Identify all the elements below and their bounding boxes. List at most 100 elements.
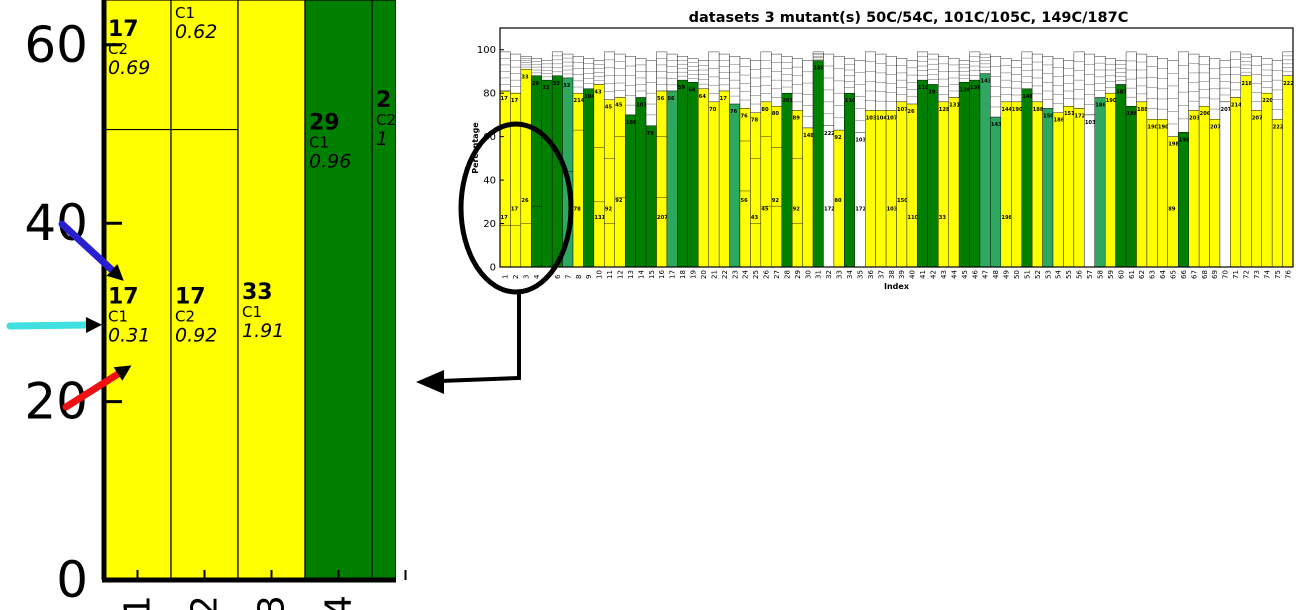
x-tick-label: 42 [930,270,938,279]
x-tick-label: 56 [1076,270,1084,279]
x-tick-label: 11 [606,270,614,279]
x-tick-label: 55 [1065,270,1073,279]
x-tick-label: 2 [185,595,226,610]
x-tick-label: 53 [1044,270,1052,279]
segment-score: 1.91 [242,320,284,342]
bar-label: 92 [605,207,613,213]
bar-label: 45 [615,103,623,109]
x-tick-label: 76 [1284,270,1292,279]
bar-label: 218 [1241,81,1252,87]
bar-20 [698,88,709,268]
bar-72 [1240,75,1252,268]
x-tick-label: 27 [773,270,781,279]
bar-label: 190 [1147,124,1158,130]
bar-label: 26 [521,198,529,204]
x-tick-label: 32 [825,270,833,279]
x-tick-label: 18 [679,270,687,279]
x-tick-label: 44 [950,270,958,279]
bar-label: 32 [553,81,561,87]
segment-score: 0.62 [175,21,217,43]
segment-type: C1 [309,134,329,152]
bar-28 [781,92,793,268]
bar-54 [1052,112,1064,268]
y-tick-label: 0 [490,263,496,274]
bar-label: 214 [1231,103,1242,109]
bar-label: 186 [1095,103,1106,109]
bar-73 [1251,110,1262,268]
x-tick-label: 45 [961,270,969,279]
x-tick-label: 37 [877,270,885,279]
bar-label: 148 [803,133,814,139]
bar-label: 110 [907,215,918,221]
connector-arrowhead [416,370,444,394]
bar-label: 187 [1116,89,1127,95]
x-tick-label: 74 [1263,270,1271,279]
x-tick-label: 13 [627,270,635,279]
x-tick-label: 17 [669,270,677,279]
segment-score: 0.92 [175,324,217,346]
bar-label: 107 [636,103,647,109]
segment-code: 2 [376,88,391,113]
y-tick-label: 40 [483,176,496,187]
bar-label: 104 [876,116,887,122]
bar-label: 190 [1106,98,1117,104]
bar-label: 33 [939,215,947,221]
bar-label: 17 [501,96,509,102]
bar-32 [823,125,835,268]
bar-label: 92 [772,198,780,204]
x-tick-label: 63 [1149,270,1157,279]
x-tick-label: 36 [867,270,875,279]
bar-17 [666,90,678,268]
x-tick-label: 34 [846,270,854,279]
bar-label: 136 [970,85,981,91]
bar-49 [1000,101,1012,268]
bar-label: 78 [751,118,759,124]
bar-label: 80 [834,198,842,204]
x-tick-label: 23 [731,270,739,279]
bar-6 [551,75,563,268]
bar-label: 190 [1012,107,1023,113]
x-tick-label: 24 [742,270,750,279]
bar-label: 103 [1085,120,1096,126]
bar-56 [1073,108,1085,268]
x-tick-label: 66 [1180,270,1188,279]
bar-34 [844,92,855,268]
x-tick-label: 64 [1159,270,1167,279]
bar-9 [583,88,595,268]
segment-code: 17 [175,284,206,309]
bar-23 [729,103,741,268]
bar-10 [593,84,605,268]
bar-40 [906,103,918,268]
segment-type: C1 [242,303,262,321]
x-tick-label: 26 [763,270,771,279]
x-tick-label: 73 [1253,270,1261,279]
bar-label: 207 [1252,116,1263,122]
bar-14 [635,97,647,268]
segment-score: 1 [376,128,388,150]
annotations [6,121,574,411]
bar-label: 131 [594,215,605,221]
segment-score: 0.69 [108,57,150,79]
bar-27 [771,106,782,268]
bar-label: 207 [1220,107,1231,113]
x-tick-label: 68 [1201,270,1209,279]
bar-label: 190 [1158,124,1169,130]
bar-66 [1178,132,1189,268]
x-tick-label: 52 [1034,270,1042,279]
bar-58 [1094,97,1106,268]
bar-67 [1188,110,1200,268]
bar-label: 128 [939,107,950,113]
y-tick-label: 60 [483,132,496,143]
x-tick-label: 70 [1222,270,1230,279]
segment-type: C2 [175,307,195,325]
bar-label: 103 [866,116,877,122]
bar-label: 45 [605,105,613,111]
bar-label: 188 [1127,111,1138,117]
segment-code: 29 [309,111,340,136]
bar-label: 207 [1210,124,1221,130]
bar-label: 186 [814,66,825,72]
x-tick-label: 29 [794,270,802,279]
x-tick-label: 28 [783,270,791,279]
bar-43 [938,101,949,268]
bar-42 [927,84,939,268]
